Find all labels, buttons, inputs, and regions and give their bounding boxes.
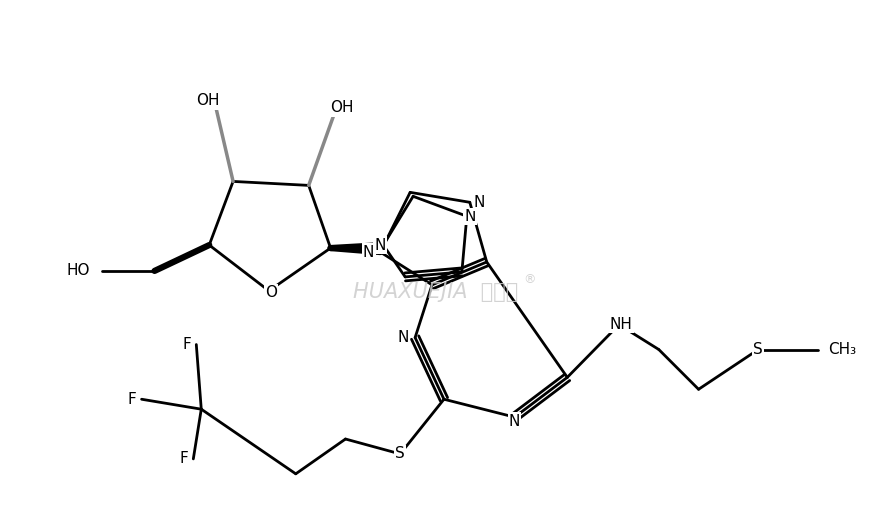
Text: N: N xyxy=(398,330,409,345)
Text: N: N xyxy=(473,195,485,210)
Text: N: N xyxy=(509,414,521,429)
Text: HUAXUEJIA  化学加: HUAXUEJIA 化学加 xyxy=(353,282,519,302)
Text: S: S xyxy=(753,342,763,357)
Text: F: F xyxy=(182,337,191,352)
Text: F: F xyxy=(128,392,137,407)
Text: N: N xyxy=(464,209,475,224)
Text: F: F xyxy=(180,452,188,466)
Text: ®: ® xyxy=(523,273,535,286)
Text: OH: OH xyxy=(196,93,220,108)
Text: HO: HO xyxy=(66,264,90,279)
Text: NH: NH xyxy=(610,317,632,332)
Text: CH₃: CH₃ xyxy=(828,342,856,357)
Text: OH: OH xyxy=(330,100,353,115)
Text: N: N xyxy=(363,245,374,260)
Text: N: N xyxy=(375,237,386,252)
Text: S: S xyxy=(395,446,405,461)
Text: O: O xyxy=(265,285,277,300)
